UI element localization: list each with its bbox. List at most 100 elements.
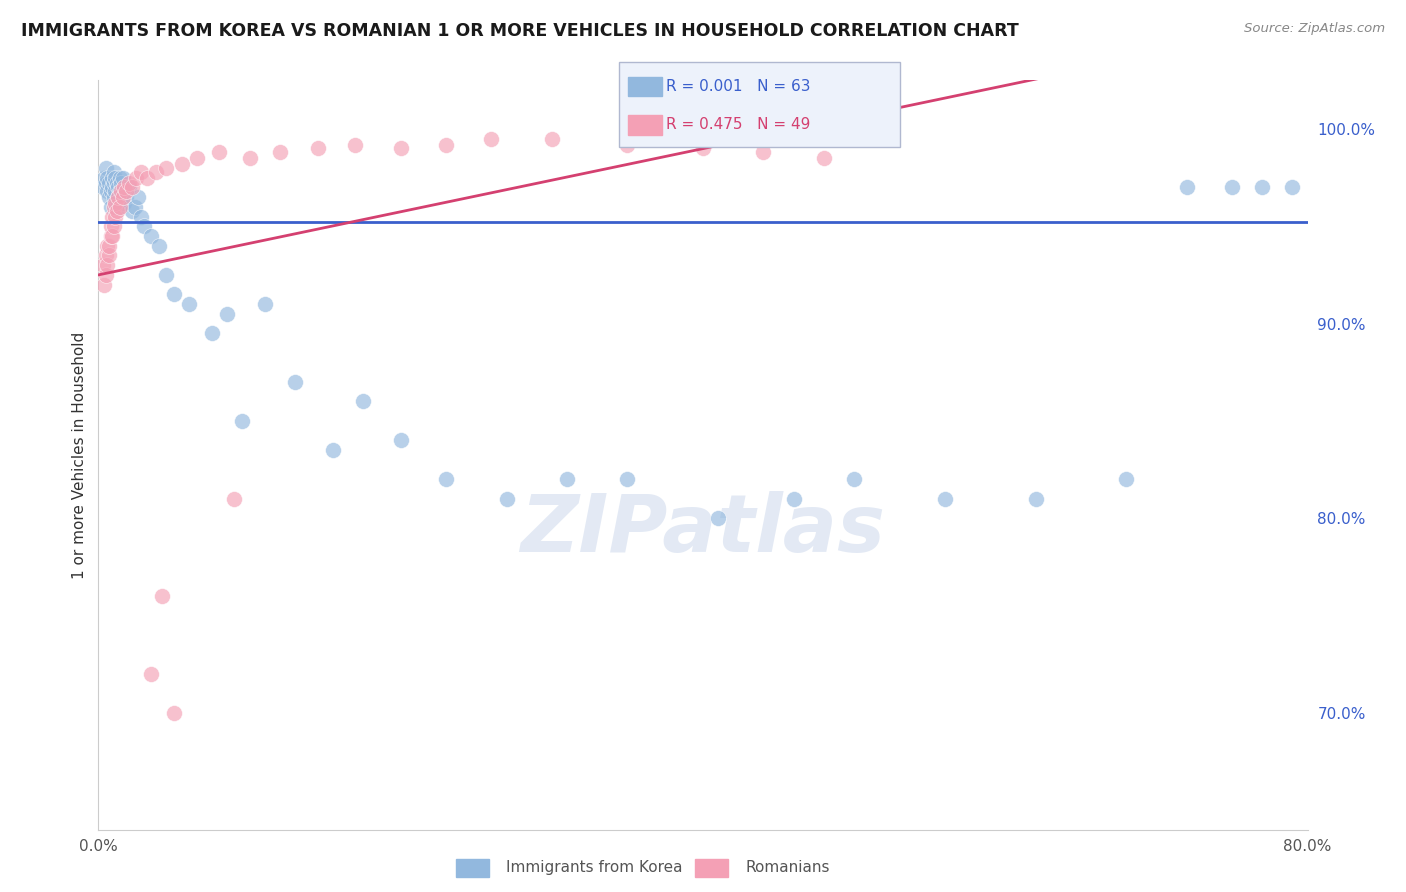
Point	[1024, 491, 1046, 506]
Point	[104, 184, 127, 198]
Point	[101, 229, 124, 244]
Text: R = 0.475   N = 49: R = 0.475 N = 49	[666, 118, 811, 132]
Point	[118, 177, 141, 191]
Point	[103, 200, 125, 214]
Point	[125, 170, 148, 185]
Point	[481, 131, 503, 145]
Point	[103, 165, 125, 179]
Point	[844, 472, 866, 486]
Point	[1220, 180, 1243, 194]
Point	[121, 180, 143, 194]
Y-axis label: 1 or more Vehicles in Household: 1 or more Vehicles in Household	[72, 331, 87, 579]
Point	[96, 258, 118, 272]
Point	[1251, 180, 1274, 194]
Point	[111, 170, 134, 185]
Text: IMMIGRANTS FROM KOREA VS ROMANIAN 1 OR MORE VEHICLES IN HOUSEHOLD CORRELATION CH: IMMIGRANTS FROM KOREA VS ROMANIAN 1 OR M…	[21, 22, 1019, 40]
Point	[540, 131, 562, 145]
Point	[186, 151, 208, 165]
Point	[707, 511, 730, 525]
Point	[752, 145, 775, 160]
Point	[112, 195, 135, 210]
Point	[352, 394, 374, 409]
Point	[118, 180, 141, 194]
Point	[148, 238, 170, 252]
Point	[284, 375, 307, 389]
Point	[105, 200, 128, 214]
Point	[107, 190, 129, 204]
Point	[110, 200, 132, 214]
Point	[100, 229, 122, 244]
Point	[100, 184, 122, 198]
Point	[98, 177, 121, 191]
Point	[269, 145, 291, 160]
Point	[783, 491, 806, 506]
Point	[108, 170, 131, 185]
Point	[127, 190, 149, 204]
Point	[96, 184, 118, 198]
Text: R = 0.001   N = 63: R = 0.001 N = 63	[666, 79, 811, 94]
Point	[124, 200, 146, 214]
Point	[155, 161, 177, 175]
Point	[495, 491, 517, 506]
Point	[108, 200, 131, 214]
Point	[616, 137, 638, 152]
Text: Source: ZipAtlas.com: Source: ZipAtlas.com	[1244, 22, 1385, 36]
Point	[692, 141, 714, 155]
Point	[322, 443, 344, 458]
Point	[121, 203, 143, 218]
Point	[389, 434, 412, 448]
Point	[105, 177, 128, 191]
Point	[103, 177, 125, 191]
Point	[141, 229, 163, 244]
Point	[94, 268, 117, 282]
Point	[1175, 180, 1198, 194]
Point	[253, 297, 276, 311]
Point	[114, 184, 136, 198]
Point	[114, 190, 136, 204]
Point	[129, 165, 152, 179]
Point	[103, 190, 125, 204]
Point	[1281, 180, 1303, 194]
Point	[107, 180, 129, 194]
Point	[307, 141, 329, 155]
Point	[101, 180, 124, 194]
Point	[141, 666, 163, 681]
Point	[224, 491, 246, 506]
Point	[150, 589, 173, 603]
Point	[813, 151, 835, 165]
Point	[96, 238, 118, 252]
Point	[107, 190, 129, 204]
Point	[94, 248, 117, 262]
Point	[104, 170, 127, 185]
Point	[163, 287, 186, 301]
Point	[201, 326, 224, 341]
Point	[94, 161, 117, 175]
Point	[231, 414, 253, 428]
Point	[93, 277, 115, 292]
Point	[91, 180, 114, 194]
Point	[239, 151, 262, 165]
Point	[111, 190, 134, 204]
Point	[344, 137, 367, 152]
Point	[129, 210, 152, 224]
Point	[179, 297, 201, 311]
Point	[100, 200, 122, 214]
Point	[616, 472, 638, 486]
Point	[105, 203, 128, 218]
Point	[103, 219, 125, 234]
Point	[208, 145, 231, 160]
Point	[434, 137, 457, 152]
Point	[215, 307, 238, 321]
Point	[170, 157, 193, 171]
Point	[132, 219, 155, 234]
Point	[110, 177, 132, 191]
Point	[163, 706, 186, 720]
Point	[93, 170, 115, 185]
Point	[389, 141, 412, 155]
Point	[101, 170, 124, 185]
Point	[1115, 472, 1137, 486]
Point	[104, 210, 127, 224]
Point	[112, 180, 135, 194]
Point	[555, 472, 578, 486]
Text: Immigrants from Korea: Immigrants from Korea	[506, 860, 683, 874]
